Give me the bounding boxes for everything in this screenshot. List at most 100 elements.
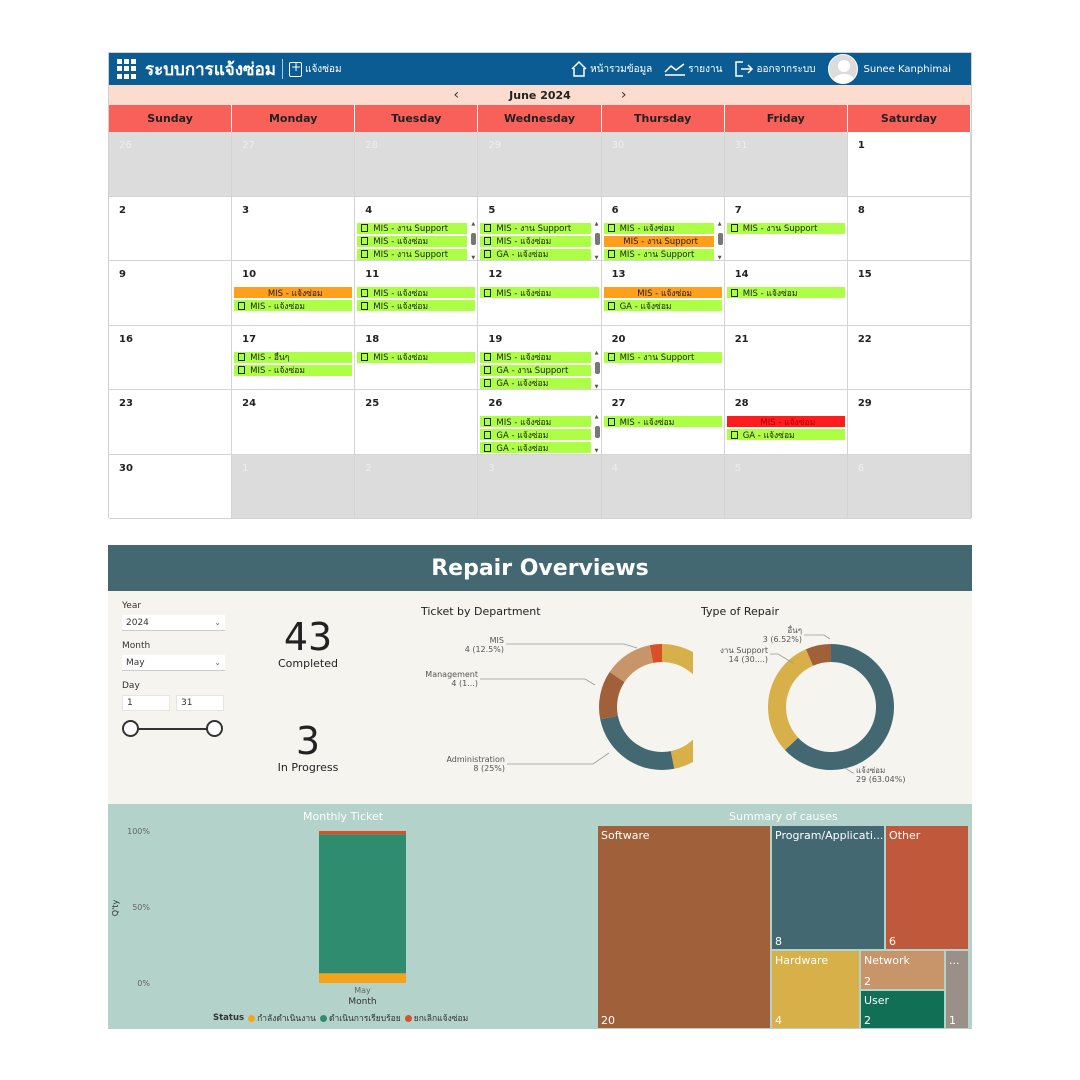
donut-slice[interactable] xyxy=(805,644,831,666)
calendar-event[interactable]: GA - แจ้งซ่อม xyxy=(480,248,591,260)
scroll-thumb[interactable] xyxy=(594,361,600,374)
nav-logout[interactable]: ออกจากระบบ xyxy=(734,60,816,78)
calendar-event[interactable]: MIS - แจ้งซ่อม xyxy=(357,351,476,363)
scroll-thumb[interactable] xyxy=(717,232,723,245)
year-select[interactable]: 2024 ⌄ xyxy=(122,615,225,631)
calendar-day-cell[interactable]: 1 xyxy=(847,132,971,197)
scroll-down-icon[interactable]: ▼ xyxy=(594,254,599,261)
scroll-thumb[interactable] xyxy=(471,232,477,245)
scroll-down-icon[interactable]: ▼ xyxy=(594,383,599,390)
calendar-day-cell[interactable]: 1 xyxy=(232,454,356,519)
calendar-event[interactable]: MIS - งาน Support xyxy=(357,222,468,234)
donut-slice[interactable] xyxy=(599,671,625,720)
scroll-up-icon[interactable]: ▲ xyxy=(717,220,722,227)
bar-segment[interactable] xyxy=(319,834,406,974)
calendar-day-cell[interactable]: 5 MIS - งาน Support MIS - แจ้งซ่อม GA - แจ้… xyxy=(478,196,602,261)
scroll-thumb[interactable] xyxy=(594,232,600,245)
event-scrollbar[interactable]: ▲ ▼ xyxy=(594,414,600,454)
app-launcher-icon[interactable] xyxy=(117,59,137,79)
calendar-day-cell[interactable]: 18 MIS - แจ้งซ่อม xyxy=(355,325,479,390)
bar-segment[interactable] xyxy=(319,831,406,835)
calendar-day-cell[interactable]: 6 MIS - แจ้งซ่อม MIS - งาน Support MIS - งา… xyxy=(601,196,725,261)
calendar-event[interactable]: MIS - แจ้งซ่อม xyxy=(603,222,714,234)
calendar-day-cell[interactable]: 26 MIS - แจ้งซ่อม GA - แจ้งซ่อม GA - แจ้งซ่… xyxy=(478,390,602,455)
event-scrollbar[interactable]: ▲ ▼ xyxy=(471,220,477,261)
calendar-day-cell[interactable]: 5 xyxy=(724,454,848,519)
calendar-day-cell[interactable]: 22 xyxy=(847,325,971,390)
calendar-day-cell[interactable]: 3 xyxy=(232,196,356,261)
calendar-day-cell[interactable]: 11 MIS - แจ้งซ่อม MIS - แจ้งซ่อม xyxy=(355,261,479,326)
calendar-event[interactable]: GA - แจ้งซ่อม xyxy=(480,429,591,440)
chevron-left-icon[interactable]: ‹ xyxy=(453,87,460,103)
event-scrollbar[interactable]: ▲ ▼ xyxy=(717,220,723,261)
calendar-day-cell[interactable]: 4 MIS - งาน Support MIS - แจ้งซ่อม MIS - งา… xyxy=(355,196,479,261)
nav-home[interactable]: หน้ารวมข้อมูล xyxy=(570,61,652,77)
donut-slice[interactable] xyxy=(662,644,693,769)
add-document-icon[interactable] xyxy=(289,60,302,77)
calendar-day-cell[interactable]: 16 xyxy=(109,325,233,390)
calendar-event[interactable]: MIS - แจ้งซ่อม xyxy=(357,300,476,311)
calendar-event[interactable]: MIS - แจ้งซ่อม xyxy=(357,287,476,298)
calendar-event[interactable]: MIS - อื่นๆ xyxy=(234,351,353,363)
calendar-event[interactable]: MIS - งาน Support xyxy=(603,248,714,260)
treemap-tile[interactable]: ... 1 xyxy=(946,951,968,1028)
nav-report[interactable]: รายงาน xyxy=(664,62,722,77)
calendar-day-cell[interactable]: 6 xyxy=(847,454,971,519)
calendar-day-cell[interactable]: 2 xyxy=(109,196,233,261)
scroll-up-icon[interactable]: ▲ xyxy=(594,220,599,227)
slider-handle-start[interactable] xyxy=(122,720,139,737)
calendar-event[interactable]: MIS - งาน Support xyxy=(603,235,714,247)
bar-segment[interactable] xyxy=(319,973,406,983)
calendar-event[interactable]: MIS - แจ้งซ่อม xyxy=(234,287,353,298)
donut-slice[interactable] xyxy=(609,645,654,682)
calendar-event[interactable]: GA - งาน Support xyxy=(480,364,591,376)
calendar-event[interactable]: GA - แจ้งซ่อม xyxy=(726,429,845,440)
calendar-day-cell[interactable]: 28 MIS - แจ้งซ่อม GA - แจ้งซ่อม xyxy=(724,390,848,455)
calendar-day-cell[interactable]: 29 xyxy=(847,390,971,455)
calendar-day-cell[interactable]: 12 MIS - แจ้งซ่อม xyxy=(478,261,602,326)
day-from-input[interactable]: 1 xyxy=(122,695,170,711)
treemap-tile[interactable]: User 2 xyxy=(861,991,944,1028)
scroll-down-icon[interactable]: ▼ xyxy=(471,254,476,261)
treemap-tile[interactable]: Network 2 xyxy=(861,951,944,989)
calendar-event[interactable]: MIS - งาน Support xyxy=(726,222,845,234)
calendar-day-cell[interactable]: 3 xyxy=(478,454,602,519)
calendar-day-cell[interactable]: 7 MIS - งาน Support xyxy=(724,196,848,261)
calendar-day-cell[interactable]: 24 xyxy=(232,390,356,455)
calendar-event[interactable]: MIS - แจ้งซ่อม xyxy=(480,351,591,363)
event-scrollbar[interactable]: ▲ ▼ xyxy=(594,220,600,261)
calendar-day-cell[interactable]: 29 xyxy=(478,132,602,197)
calendar-event[interactable]: MIS - แจ้งซ่อม xyxy=(480,416,591,427)
calendar-day-cell[interactable]: 30 xyxy=(601,132,725,197)
calendar-event[interactable]: MIS - แจ้งซ่อม xyxy=(480,235,591,247)
donut-slice[interactable] xyxy=(768,649,814,751)
calendar-event[interactable]: MIS - แจ้งซ่อม xyxy=(603,287,722,298)
calendar-day-cell[interactable]: 19 MIS - แจ้งซ่อม GA - งาน Support GA - แจ้… xyxy=(478,325,602,390)
calendar-day-cell[interactable]: 30 xyxy=(109,454,233,519)
calendar-event[interactable]: MIS - แจ้งซ่อม xyxy=(726,416,845,427)
treemap-tile[interactable]: Program/Applicati... 8 xyxy=(772,826,884,949)
calendar-event[interactable]: MIS - งาน Support xyxy=(480,222,591,234)
calendar-day-cell[interactable]: 13 MIS - แจ้งซ่อม GA - แจ้งซ่อม xyxy=(601,261,725,326)
month-select[interactable]: May ⌄ xyxy=(122,655,225,671)
legend-item[interactable]: ดำเนินการเรียบร้อย xyxy=(328,1014,401,1024)
calendar-day-cell[interactable]: 21 xyxy=(724,325,848,390)
calendar-event[interactable]: MIS - แจ้งซ่อม xyxy=(234,364,353,376)
calendar-day-cell[interactable]: 4 xyxy=(601,454,725,519)
calendar-event[interactable]: MIS - งาน Support xyxy=(603,351,722,363)
calendar-day-cell[interactable]: 28 xyxy=(355,132,479,197)
legend-item[interactable]: กำลังดำเนินงาน xyxy=(257,1014,316,1024)
donut-slice[interactable] xyxy=(649,644,662,663)
treemap-tile[interactable]: Software 20 xyxy=(598,826,770,1028)
calendar-day-cell[interactable]: 20 MIS - งาน Support xyxy=(601,325,725,390)
calendar-event[interactable]: GA - แจ้งซ่อม xyxy=(480,442,591,453)
calendar-day-cell[interactable]: 23 xyxy=(109,390,233,455)
scroll-up-icon[interactable]: ▲ xyxy=(471,220,476,227)
calendar-day-cell[interactable]: 26 xyxy=(109,132,233,197)
treemap-tile[interactable]: Other 6 xyxy=(886,826,968,949)
calendar-day-cell[interactable]: 27 xyxy=(232,132,356,197)
calendar-day-cell[interactable]: 2 xyxy=(355,454,479,519)
scroll-down-icon[interactable]: ▼ xyxy=(717,254,722,261)
calendar-event[interactable]: MIS - แจ้งซ่อม xyxy=(726,287,845,298)
calendar-day-cell[interactable]: 10 MIS - แจ้งซ่อม MIS - แจ้งซ่อม xyxy=(232,261,356,326)
